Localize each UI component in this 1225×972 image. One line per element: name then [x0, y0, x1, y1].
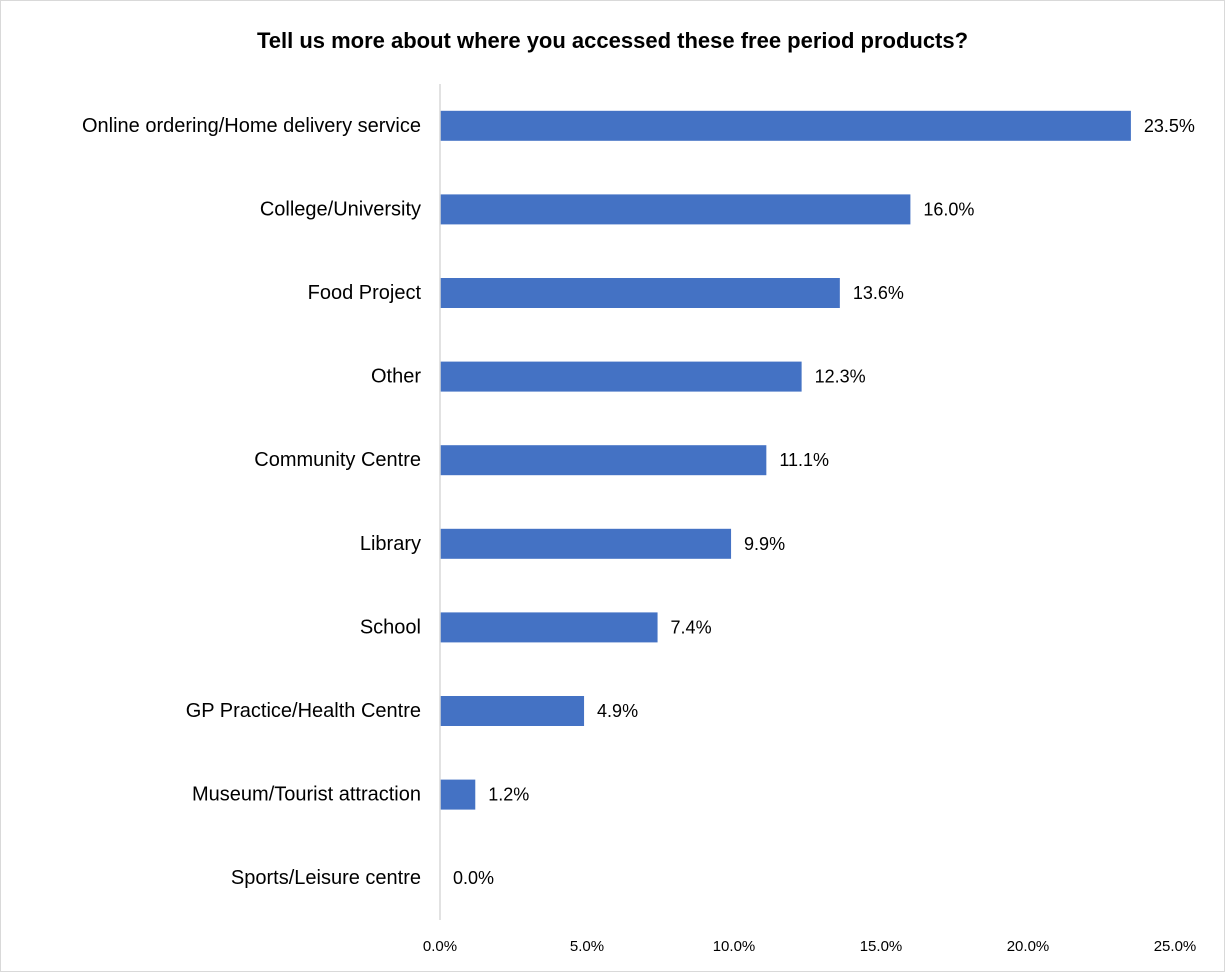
category-label: Community Centre — [254, 449, 421, 471]
data-label: 0.0% — [453, 868, 494, 888]
bar — [440, 194, 911, 225]
x-tick-label: 15.0% — [860, 938, 903, 955]
x-tick-label: 10.0% — [713, 938, 756, 955]
data-label: 7.4% — [671, 617, 712, 637]
x-tick-label: 25.0% — [1154, 938, 1197, 955]
data-label: 12.3% — [815, 367, 866, 387]
bar — [440, 361, 802, 392]
data-label: 16.0% — [923, 199, 974, 219]
x-axis-tick-labels: 0.0% 5.0% 10.0% 15.0% 20.0% 25.0% — [423, 938, 1196, 955]
category-label: Library — [360, 533, 421, 555]
bar — [440, 278, 840, 308]
data-label: 11.1% — [779, 450, 829, 470]
category-labels: Online ordering/Home delivery service Col… — [82, 115, 421, 889]
category-label: Online ordering/Home delivery service — [82, 115, 421, 137]
data-label: 1.2% — [488, 785, 529, 805]
data-label: 13.6% — [853, 283, 904, 303]
data-label: 23.5% — [1144, 116, 1195, 136]
bar — [440, 110, 1131, 141]
chart-title: Tell us more about where you accessed th… — [256, 28, 969, 53]
x-tick-label: 20.0% — [1007, 938, 1050, 955]
data-labels: 23.5% 16.0% 13.6% 12.3% 11.1% 9.9% 7.4% 4.9% 1.2… — [453, 116, 1195, 888]
bar — [440, 612, 658, 643]
category-label: Other — [371, 366, 421, 388]
bars-layer — [440, 110, 1131, 810]
x-tick-label: 5.0% — [570, 938, 604, 955]
x-tick-label: 0.0% — [423, 938, 457, 955]
bar — [440, 696, 585, 726]
category-label: School — [360, 616, 421, 638]
data-label: 9.9% — [744, 534, 785, 554]
category-label: GP Practice/Health Centre — [186, 700, 421, 722]
bar — [440, 528, 732, 559]
data-label: 4.9% — [597, 701, 638, 721]
category-label: College/University — [260, 198, 421, 220]
category-label: Food Project — [308, 282, 422, 304]
category-label: Museum/Tourist attraction — [192, 784, 421, 806]
bar — [440, 779, 476, 810]
category-label: Sports/Leisure centre — [231, 867, 421, 889]
bar — [440, 445, 767, 476]
